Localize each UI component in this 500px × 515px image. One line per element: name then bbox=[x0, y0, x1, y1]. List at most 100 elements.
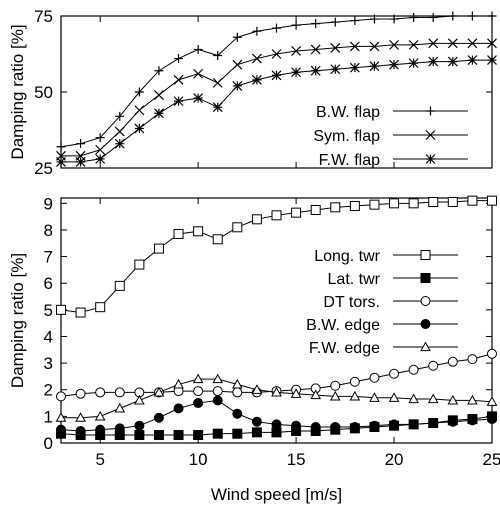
legend-label: F.W. edge bbox=[309, 340, 380, 357]
legend-entry: Lat. twr bbox=[328, 271, 458, 288]
data-point bbox=[310, 44, 321, 55]
legend-marker bbox=[420, 341, 431, 352]
data-point bbox=[232, 222, 243, 233]
data-point bbox=[369, 420, 380, 431]
data-point bbox=[251, 53, 262, 64]
legend-entry: F.W. edge bbox=[309, 340, 458, 357]
legend-entry: DT tors. bbox=[323, 294, 458, 311]
panel-1: 25 50 75 Damping ratio [%] B.W. flap Sym. fla… bbox=[8, 7, 497, 178]
data-point bbox=[75, 156, 86, 167]
plot-frame bbox=[60, 15, 493, 169]
data-point bbox=[467, 38, 478, 49]
data-point bbox=[56, 142, 66, 152]
data-point bbox=[173, 430, 184, 441]
data-point bbox=[271, 386, 282, 397]
legend-entry: F.W. flap bbox=[319, 152, 468, 169]
data-point bbox=[271, 70, 282, 81]
data-point bbox=[447, 196, 458, 207]
y-tick-label: 5 bbox=[44, 301, 53, 320]
data-point bbox=[212, 428, 223, 439]
data-point bbox=[467, 394, 478, 405]
data-point bbox=[369, 392, 380, 402]
data-point bbox=[251, 74, 262, 85]
data-point bbox=[408, 419, 419, 430]
data-point bbox=[311, 19, 321, 29]
data-point bbox=[95, 302, 106, 313]
series-long-twr bbox=[56, 195, 497, 318]
data-point bbox=[212, 102, 223, 113]
data-point bbox=[75, 307, 86, 318]
series-line bbox=[61, 378, 493, 419]
data-point bbox=[330, 202, 341, 213]
data-point bbox=[56, 156, 66, 167]
legend-marker bbox=[425, 130, 436, 140]
data-point bbox=[232, 408, 243, 419]
data-point bbox=[95, 387, 106, 398]
data-point bbox=[291, 46, 302, 56]
data-point bbox=[231, 378, 243, 389]
data-point bbox=[291, 20, 301, 30]
y-tick-label: 25 bbox=[34, 159, 53, 178]
data-point bbox=[193, 398, 204, 409]
data-point bbox=[428, 56, 439, 67]
legend-entry: B.W. edge bbox=[306, 317, 458, 334]
data-point bbox=[428, 360, 439, 371]
data-point bbox=[134, 105, 145, 116]
data-point bbox=[349, 200, 360, 211]
data-point bbox=[154, 108, 164, 119]
data-point bbox=[389, 14, 399, 24]
data-point bbox=[134, 123, 145, 134]
data-point bbox=[154, 90, 164, 100]
data-point bbox=[94, 410, 106, 421]
data-point bbox=[173, 403, 184, 414]
data-point bbox=[251, 384, 263, 394]
data-point bbox=[95, 133, 105, 143]
data-point bbox=[76, 139, 86, 149]
x-tick-label: 15 bbox=[287, 450, 306, 469]
data-point bbox=[153, 243, 164, 254]
data-point bbox=[389, 59, 399, 70]
legend-label: F.W. flap bbox=[319, 152, 380, 169]
data-point bbox=[350, 16, 360, 26]
data-point bbox=[193, 44, 203, 54]
data-point bbox=[428, 418, 439, 429]
data-point bbox=[114, 387, 125, 398]
y-tick-label: 50 bbox=[34, 83, 53, 102]
data-point bbox=[428, 13, 438, 23]
data-point bbox=[409, 13, 419, 23]
data-point bbox=[251, 427, 262, 438]
data-point bbox=[173, 228, 184, 239]
data-point bbox=[369, 41, 380, 52]
data-point bbox=[310, 422, 321, 433]
data-point bbox=[487, 55, 497, 66]
data-point bbox=[56, 304, 66, 315]
y-tick-label: 3 bbox=[44, 354, 53, 373]
data-point bbox=[56, 391, 66, 402]
data-point bbox=[114, 423, 125, 434]
data-point bbox=[330, 17, 340, 27]
legend-marker bbox=[420, 296, 431, 306]
data-point bbox=[408, 198, 419, 209]
x-tick-label: 10 bbox=[189, 450, 208, 469]
data-point bbox=[251, 416, 262, 427]
data-point bbox=[193, 93, 204, 104]
legend-marker bbox=[420, 273, 431, 283]
data-point bbox=[408, 364, 419, 375]
legend-marker bbox=[420, 250, 431, 260]
data-point bbox=[408, 39, 419, 50]
data-point bbox=[447, 56, 458, 67]
data-point bbox=[487, 414, 497, 425]
y-tick-label: 6 bbox=[44, 274, 53, 293]
series-b-w-flap bbox=[56, 11, 497, 152]
data-point bbox=[114, 280, 125, 291]
data-point bbox=[388, 392, 400, 402]
legend-entry: Sym. flap bbox=[313, 128, 468, 145]
data-point bbox=[232, 387, 243, 398]
data-point bbox=[291, 420, 302, 431]
data-point bbox=[95, 424, 106, 435]
data-point bbox=[389, 39, 399, 50]
data-point bbox=[114, 138, 125, 149]
data-point bbox=[310, 204, 321, 215]
